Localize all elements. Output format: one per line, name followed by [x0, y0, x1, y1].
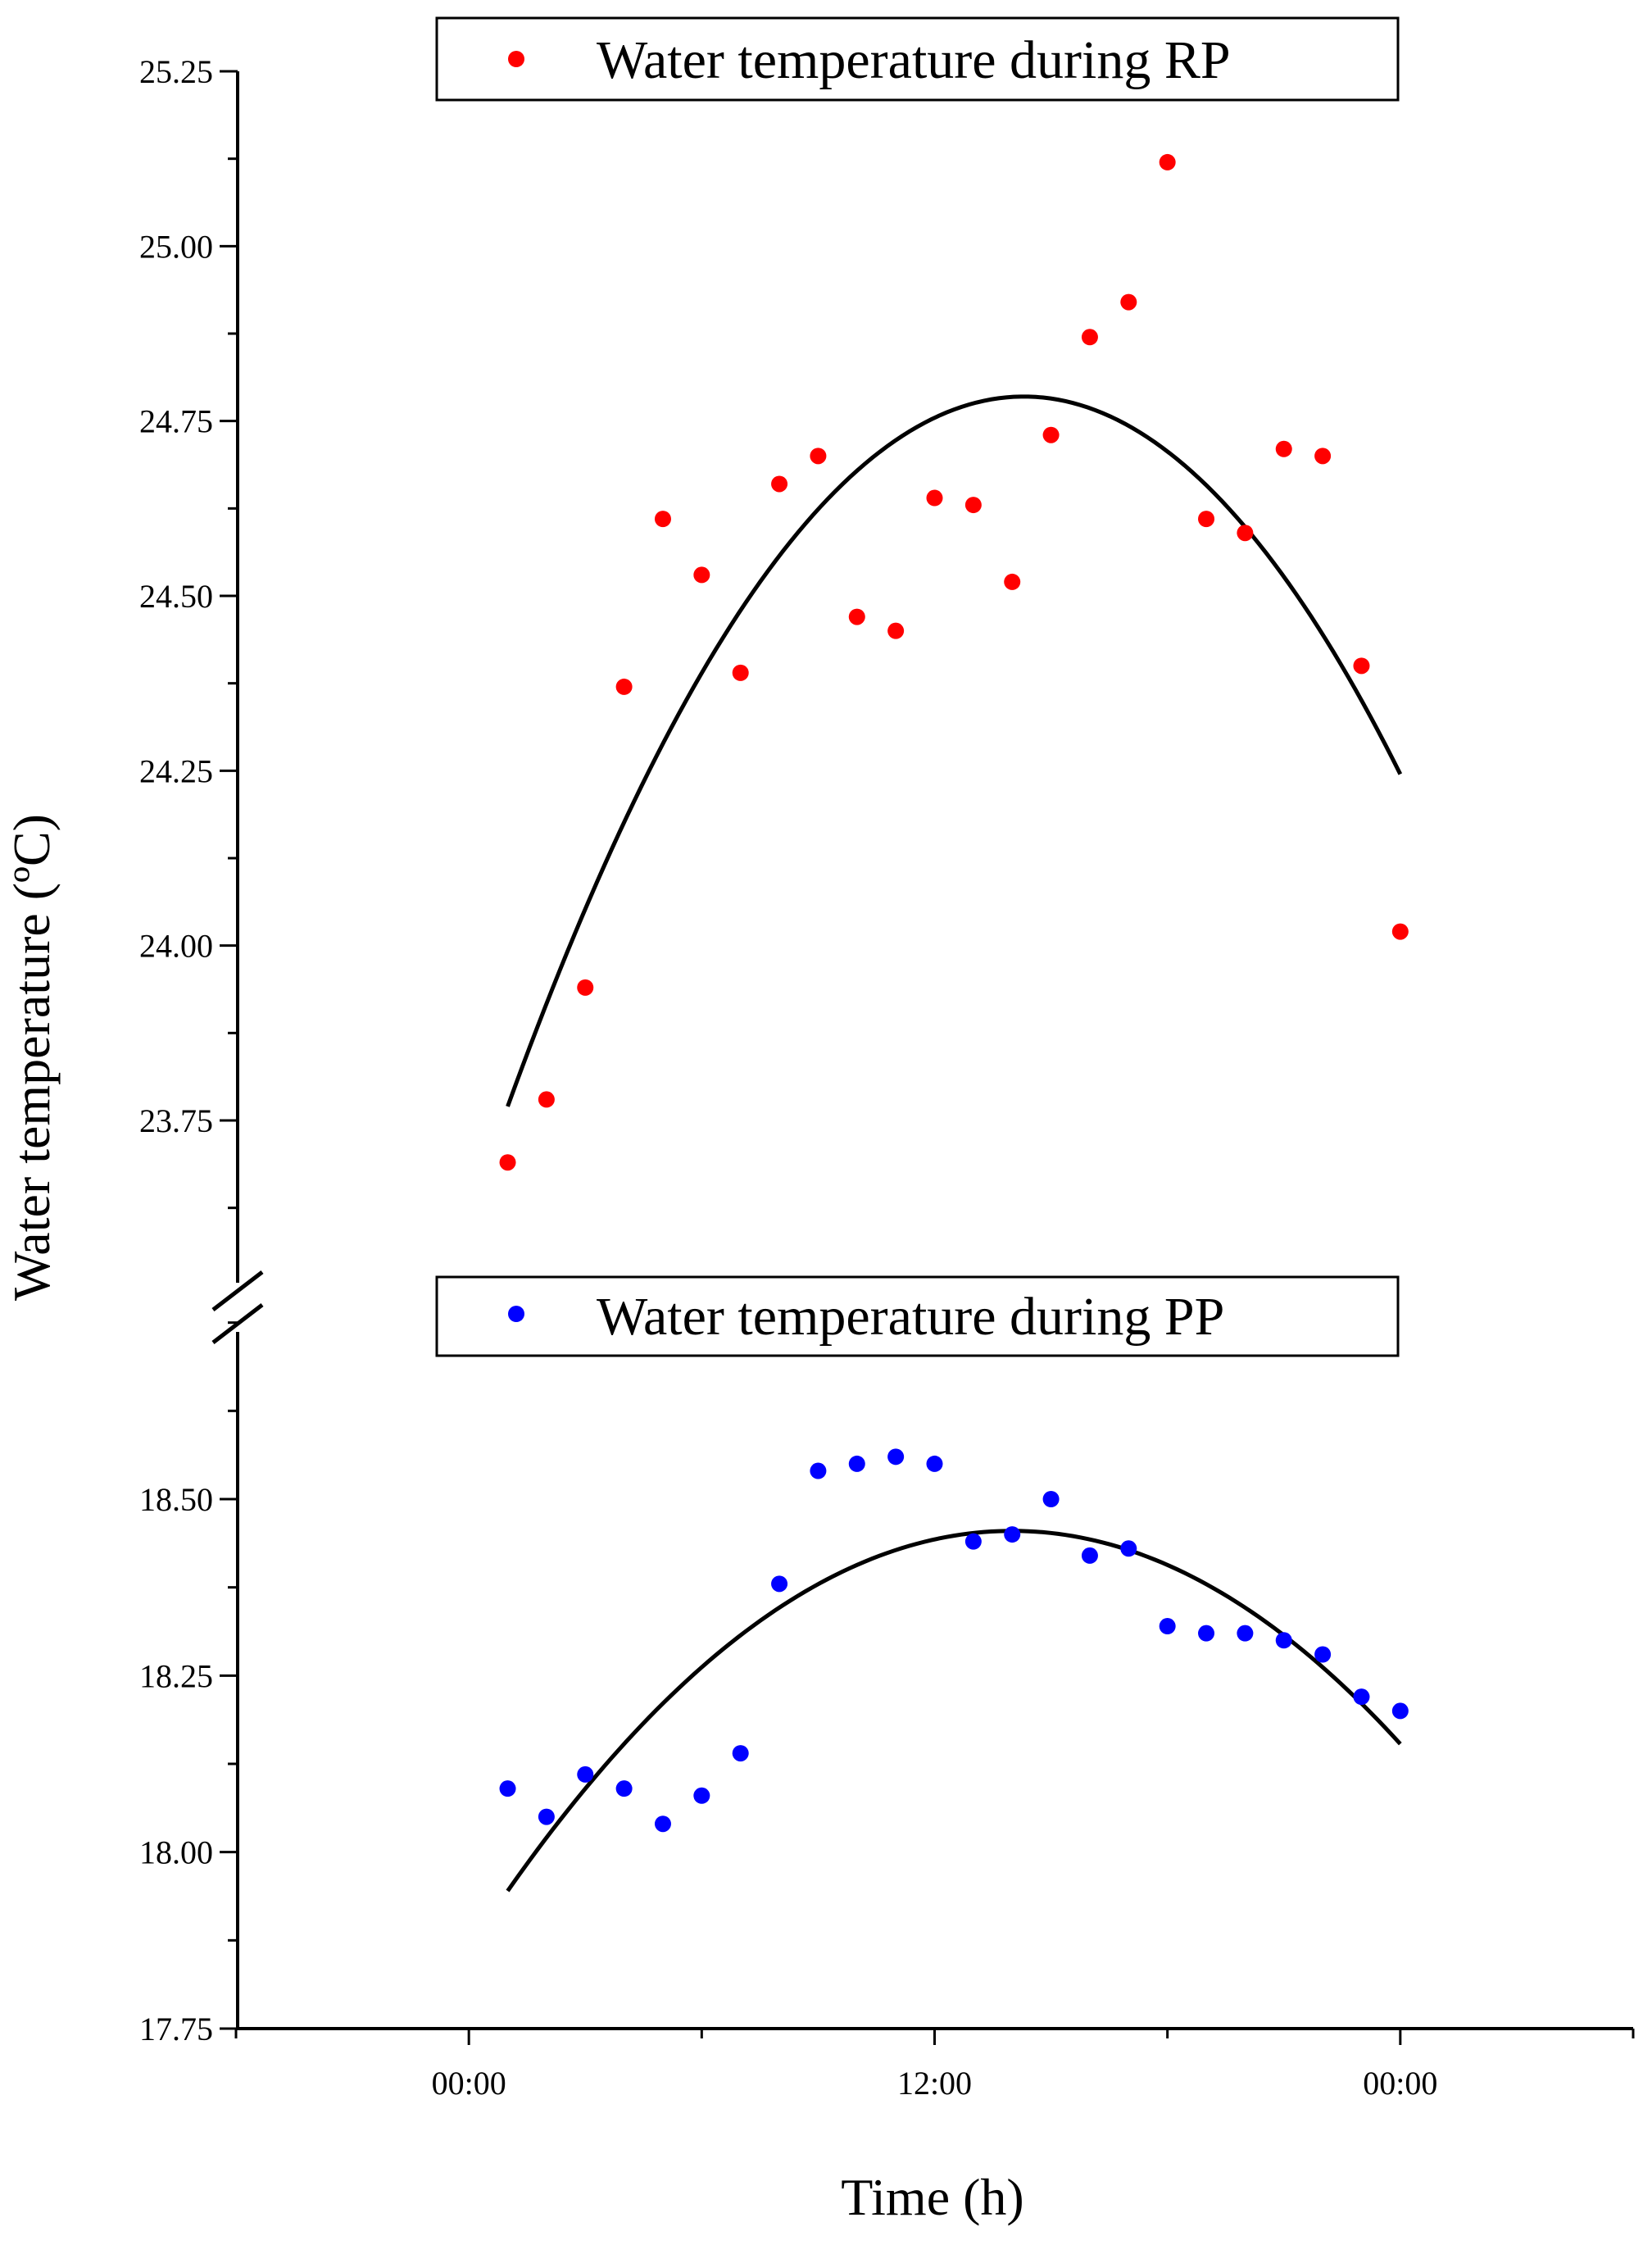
- data-point-pp: [1004, 1526, 1021, 1543]
- data-point-rp: [926, 489, 943, 507]
- y-tick-label-rp: 25.25: [139, 53, 213, 90]
- data-point-pp: [615, 1780, 633, 1797]
- data-point-rp: [887, 622, 905, 639]
- data-point-rp: [654, 511, 671, 528]
- y-tick-label-pp: 18.00: [139, 1834, 213, 1871]
- data-point-rp: [1314, 448, 1332, 465]
- data-point-pp: [771, 1575, 788, 1593]
- data-point-pp: [848, 1455, 865, 1472]
- y-tick-label-pp: 18.50: [139, 1481, 213, 1518]
- y-ticks: 23.75 24.00 24.25 24.50 24.75 25.00 25.25 17.75…: [139, 53, 238, 2047]
- legend-pp-box: [435, 1275, 1400, 1357]
- y-tick-label-rp: 24.75: [139, 403, 213, 440]
- data-point-pp: [1120, 1540, 1137, 1557]
- legend-pp-label: Water temperature during PP: [597, 1287, 1224, 1347]
- data-point-pp: [654, 1815, 671, 1833]
- y-tick-label-rp: 24.25: [139, 752, 213, 789]
- data-point-pp: [732, 1745, 749, 1762]
- data-point-pp: [538, 1808, 555, 1825]
- legend-pp: Water temperature during PP: [435, 1275, 1400, 1357]
- y-tick-label-pp: 18.25: [139, 1657, 213, 1694]
- x-ticks: 00:00 12:00 00:00: [234, 2029, 1635, 2102]
- data-point-rp: [1391, 923, 1409, 940]
- data-point-rp: [1198, 511, 1215, 528]
- legend-rp: Water temperature during RP: [435, 16, 1400, 102]
- data-point-rp: [499, 1154, 516, 1171]
- data-point-pp: [499, 1780, 516, 1797]
- data-point-rp: [1081, 329, 1098, 346]
- data-point-rp: [693, 566, 710, 584]
- x-tick-label: 00:00: [1363, 2065, 1437, 2102]
- y-tick-label-pp: 17.75: [139, 2011, 213, 2047]
- data-point-rp: [1237, 525, 1254, 542]
- data-point-pp: [1353, 1688, 1370, 1706]
- data-point-rp: [964, 497, 982, 514]
- data-point-pp: [810, 1462, 827, 1479]
- legend-pp-marker: [508, 1306, 524, 1322]
- data-point-rp: [848, 608, 865, 625]
- fit-curve-rp: [506, 394, 1403, 1107]
- x-tick-label: 12:00: [897, 2065, 972, 2102]
- fit-curve-pp: [506, 1529, 1402, 1893]
- data-point-rp: [577, 979, 594, 996]
- data-point-pp: [1314, 1646, 1332, 1663]
- legend-rp-marker: [508, 51, 524, 67]
- x-tick-label: 00:00: [432, 2065, 506, 2102]
- data-point-rp: [615, 678, 633, 695]
- series-pp-points: [499, 1448, 1409, 1833]
- data-point-rp: [1120, 293, 1137, 311]
- data-point-pp: [1198, 1625, 1215, 1642]
- data-point-pp: [1237, 1625, 1254, 1642]
- x-axis-title: Time (h): [841, 2168, 1023, 2226]
- data-point-rp: [810, 448, 827, 465]
- y-tick-label-rp: 23.75: [139, 1102, 213, 1139]
- data-point-rp: [1353, 657, 1370, 675]
- data-point-pp: [1081, 1547, 1098, 1564]
- data-point-rp: [1159, 153, 1176, 170]
- data-point-rp: [1275, 440, 1292, 457]
- data-point-pp: [887, 1448, 905, 1466]
- data-point-pp: [964, 1533, 982, 1550]
- data-point-pp: [693, 1787, 710, 1804]
- data-point-pp: [926, 1455, 943, 1472]
- y-tick-label-rp: 24.00: [139, 928, 213, 965]
- data-point-pp: [1042, 1491, 1060, 1507]
- data-point-rp: [771, 475, 788, 493]
- y-tick-label-rp: 25.00: [139, 228, 213, 265]
- data-point-pp: [1391, 1702, 1409, 1720]
- data-point-rp: [538, 1091, 555, 1108]
- y-axis-title: Water temperature (ºC): [2, 814, 61, 1301]
- y-tick-label-rp: 24.50: [139, 578, 213, 615]
- data-point-rp: [1042, 426, 1060, 443]
- legend-rp-box: [435, 16, 1400, 102]
- axis-break-mark-upper: [211, 1270, 264, 1311]
- legend-rp-label: Water temperature during RP: [597, 30, 1231, 90]
- axes: [211, 71, 1633, 2030]
- series-rp-points: [499, 153, 1409, 1171]
- data-point-rp: [1004, 573, 1021, 590]
- data-point-pp: [1159, 1618, 1176, 1635]
- data-point-rp: [732, 664, 749, 681]
- data-point-pp: [1275, 1632, 1292, 1649]
- data-point-pp: [577, 1765, 594, 1783]
